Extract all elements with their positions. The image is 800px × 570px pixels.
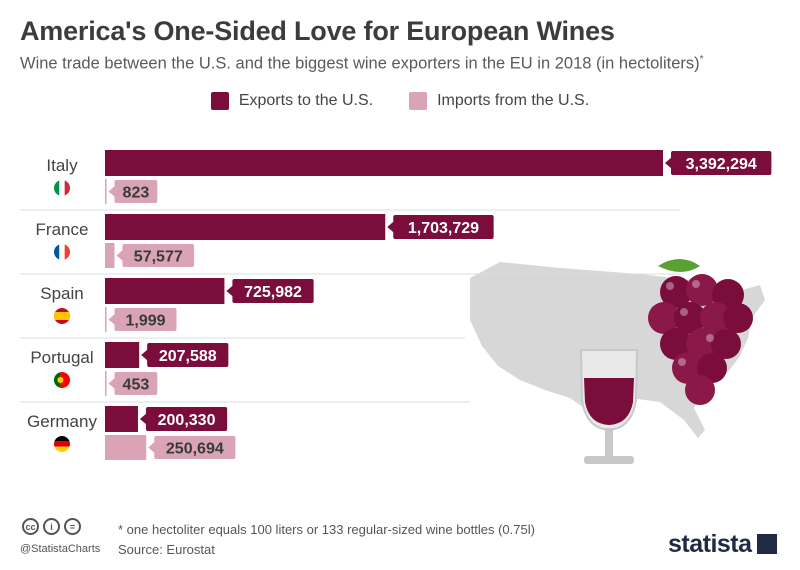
import-value-label: 453: [123, 377, 150, 394]
import-value-label: 57,577: [134, 249, 183, 266]
statista-logo: statista: [668, 530, 752, 558]
import-value-label: 823: [123, 185, 150, 202]
legend-swatch-imports: [409, 92, 428, 110]
export-label-pointer: [387, 221, 395, 233]
import-label-box: [114, 180, 158, 203]
illustration: [470, 259, 765, 464]
export-value-label: 200,330: [158, 412, 216, 429]
import-bar: [105, 179, 107, 204]
legend: Exports to the U.S. Imports from the U.S…: [0, 92, 800, 110]
italy-flag-icon: [54, 180, 70, 196]
export-value-label: 3,392,294: [686, 156, 757, 173]
category-label: Spain: [40, 284, 83, 303]
import-label-box: [154, 436, 236, 459]
germany-flag-icon: [54, 436, 70, 452]
import-label-pointer: [108, 185, 116, 198]
import-label-pointer: [108, 377, 116, 390]
export-label-pointer: [226, 285, 234, 297]
export-bar: [105, 342, 140, 368]
chart-title: America's One-Sided Love for European Wi…: [20, 16, 615, 46]
category-label: Germany: [27, 412, 97, 431]
export-label-pointer: [141, 349, 149, 361]
import-label-box: [122, 244, 195, 267]
export-bar: [105, 278, 225, 304]
export-label-box: [671, 151, 772, 175]
import-bar: [105, 371, 107, 396]
export-bar: [105, 406, 138, 432]
import-bar: [105, 307, 107, 332]
license-icons: cc i =: [22, 518, 81, 535]
portugal-flag-icon: [54, 372, 70, 388]
spain-flag-icon: [54, 308, 70, 324]
export-value-label: 207,588: [159, 348, 217, 365]
export-value-label: 725,982: [244, 284, 302, 301]
import-label-pointer: [108, 313, 116, 326]
no-derivatives-icon: =: [64, 518, 81, 535]
import-label-pointer: [116, 249, 124, 262]
category-label: Italy: [46, 156, 78, 175]
cc-icon: cc: [22, 518, 39, 535]
chart-subtitle: Wine trade between the U.S. and the bigg…: [20, 54, 704, 73]
import-bar: [105, 243, 115, 268]
category-label: Portugal: [30, 348, 93, 367]
export-bar: [105, 150, 663, 176]
import-value-label: 250,694: [166, 441, 224, 458]
import-label-pointer: [148, 441, 156, 454]
france-flag-icon: [54, 244, 70, 260]
export-label-pointer: [139, 413, 147, 425]
import-bar: [105, 435, 147, 460]
export-label-box: [147, 343, 229, 367]
legend-swatch-exports: [210, 92, 229, 110]
social-handle: @StatistaCharts: [20, 543, 101, 555]
export-label-box: [393, 215, 494, 239]
legend-item-imports: Imports from the U.S.: [409, 92, 589, 110]
wine-glass-icon: [579, 349, 639, 464]
grapes-icon: [648, 259, 753, 405]
legend-item-exports: Exports to the U.S.: [210, 92, 374, 110]
export-label-pointer: [665, 157, 672, 169]
statista-logo-mark: [757, 534, 777, 554]
import-label-box: [114, 372, 158, 395]
source: Source: Eurostat: [118, 542, 215, 557]
export-value-label: 1,703,729: [408, 220, 479, 237]
category-label: France: [36, 220, 89, 239]
legend-label-exports: Exports to the U.S.: [238, 92, 374, 109]
import-value-label: 1,999: [125, 313, 165, 330]
bar-chart: Italy 3,392,294 823 France 1,703,729 57,577 Sp…: [20, 150, 772, 464]
attribution-icon: i: [43, 518, 60, 535]
export-label-box: [145, 407, 228, 431]
import-label-box: [114, 308, 177, 331]
legend-label-imports: Imports from the U.S.: [437, 92, 590, 109]
export-label-box: [232, 279, 314, 303]
export-bar: [105, 214, 386, 240]
footnote: * one hectoliter equals 100 liters or 13…: [118, 522, 535, 537]
